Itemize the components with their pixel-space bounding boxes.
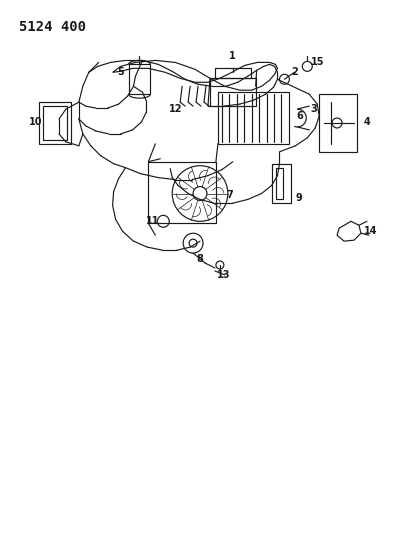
Text: 5: 5 (117, 67, 124, 77)
Bar (39, 102, 71, 144)
Text: 10: 10 (29, 117, 43, 127)
Text: 14: 14 (364, 226, 378, 236)
Text: 11: 11 (146, 216, 159, 227)
Bar (215, 68, 251, 78)
Bar (210, 78, 256, 106)
Bar (218, 92, 289, 144)
Text: 9: 9 (296, 193, 303, 204)
Text: 12: 12 (169, 104, 182, 114)
Bar (149, 161, 216, 223)
Text: 5124 400: 5124 400 (19, 20, 86, 34)
Text: 8: 8 (197, 254, 204, 264)
Text: 2: 2 (291, 67, 298, 77)
Bar (129, 64, 151, 94)
Text: 15: 15 (310, 58, 324, 67)
Bar (43, 106, 67, 140)
Bar (275, 168, 284, 199)
Bar (319, 94, 357, 152)
Text: 4: 4 (364, 117, 370, 127)
Text: 7: 7 (226, 190, 233, 200)
Text: 13: 13 (217, 270, 231, 280)
Bar (272, 164, 291, 204)
Text: 1: 1 (229, 52, 236, 61)
Text: 3: 3 (310, 104, 317, 114)
Text: 6: 6 (296, 111, 303, 121)
